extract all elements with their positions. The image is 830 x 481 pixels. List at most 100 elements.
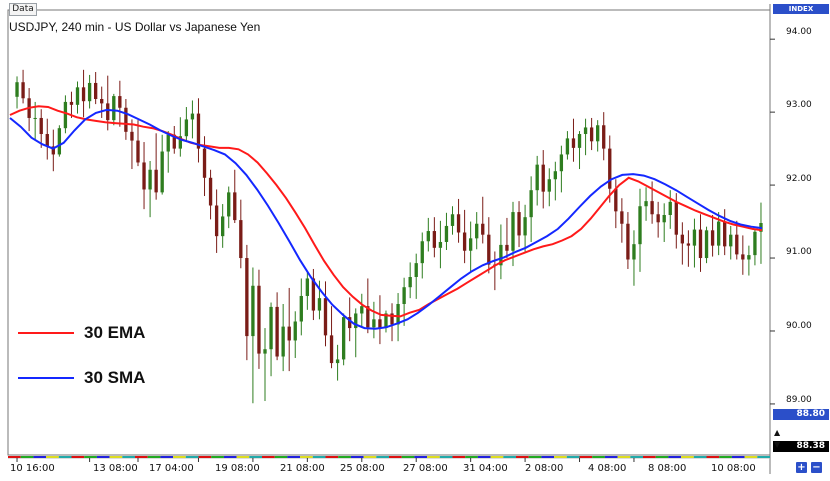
time-strip-segment [427,456,440,458]
time-strip-segment [376,456,389,458]
time-strip-segment [401,456,415,458]
candle-body [420,241,424,264]
time-strip-segment [655,456,669,458]
candle-body [596,125,600,142]
candle-body [208,177,213,206]
time-strip-segment [249,456,262,458]
candle-body [698,229,703,259]
candle-body [21,82,25,99]
candle-body [33,117,37,119]
candle-body [251,285,255,337]
candle-body [614,188,618,212]
price-box-low: 88.38 [773,441,829,452]
time-strip-segment [731,456,745,458]
candle-body [487,234,491,265]
time-strip-segment [414,456,428,458]
candle-body [704,230,709,259]
time-strip-segment [325,456,339,458]
zoom-in-button[interactable]: + [796,462,807,473]
candle-body [753,231,757,256]
ema-legend-label: 30 EMA [84,323,146,342]
time-strip-segment [744,456,758,458]
candle-body [692,229,697,246]
time-strip-segment [604,456,618,458]
candle-body [710,230,715,246]
candle-body [644,201,648,207]
y-tick-label: 91.00 [786,247,812,257]
candle-body [118,96,122,108]
candle-body [202,148,207,178]
candle-body [535,164,539,191]
candle-body [148,169,152,190]
candle-body [680,234,685,244]
sma-line [9,108,763,330]
time-strip-segment [223,456,237,458]
candle-body [160,151,164,193]
candle-body [481,223,485,235]
time-strip-segment [554,456,567,458]
candle-body [51,146,55,155]
zoom-out-button[interactable]: − [811,462,822,473]
candle-body [547,179,551,192]
candle-body [287,326,291,341]
y-tick-label: 93.00 [786,100,812,110]
candle-body [583,127,588,135]
candle-body [559,154,564,172]
scroll-up-icon[interactable]: ▲ [774,428,781,437]
time-strip-segment [211,456,224,458]
candle-body [63,101,68,129]
time-strip-segment [389,456,402,458]
candle-body [130,131,134,141]
time-strip-segment [465,456,478,458]
candle-body [93,82,98,99]
candle-body [354,313,358,329]
data-window-label[interactable]: Data [9,3,37,16]
candle-body [214,205,219,237]
candle-body [233,192,237,221]
candle-body [529,190,533,218]
candle-body [462,232,467,251]
time-strip-segment [147,456,161,458]
y-tick-label: 92.00 [786,174,812,184]
time-strip-segment [528,456,542,458]
time-strip-segment [566,456,580,458]
x-tick-label: 8 08:00 [648,463,687,474]
time-strip-segment [541,456,555,458]
candle-body [511,212,515,251]
candle-body [366,306,370,328]
legend-item-sma: 30 SMA [18,368,145,388]
candle-body [87,82,92,102]
candle-body [317,298,322,311]
candle-body [275,306,279,357]
candle-body [638,206,642,245]
candle-body [668,201,672,215]
time-strip-segment [363,456,377,458]
time-strip-segment [300,456,313,458]
time-strip-segment [757,456,770,458]
time-strip-segment [84,456,97,458]
candle-body [348,317,352,329]
candle-body [656,214,660,223]
time-strip-segment [8,456,21,458]
x-tick-label: 31 04:00 [463,463,508,474]
candle-body [650,201,654,215]
time-strip-segment [477,456,491,458]
sma-legend-swatch [18,377,74,379]
candle-body [577,134,582,148]
candle-body [553,171,557,180]
time-strip-segment [681,456,694,458]
candle-body [408,277,412,288]
candle-body [269,306,273,350]
time-strip-segment [58,456,72,458]
candle-body [723,221,727,247]
candle-body [221,216,225,237]
candle-body [505,244,509,251]
scroll-down-icon[interactable]: ▼ [774,440,781,449]
candle-body [450,214,455,226]
candle-body [329,335,334,364]
time-strip-segment [109,456,123,458]
x-tick-label: 10 16:00 [10,463,55,474]
time-strip-segment [706,456,720,458]
candle-body [81,87,86,102]
time-strip-segment [287,456,301,458]
